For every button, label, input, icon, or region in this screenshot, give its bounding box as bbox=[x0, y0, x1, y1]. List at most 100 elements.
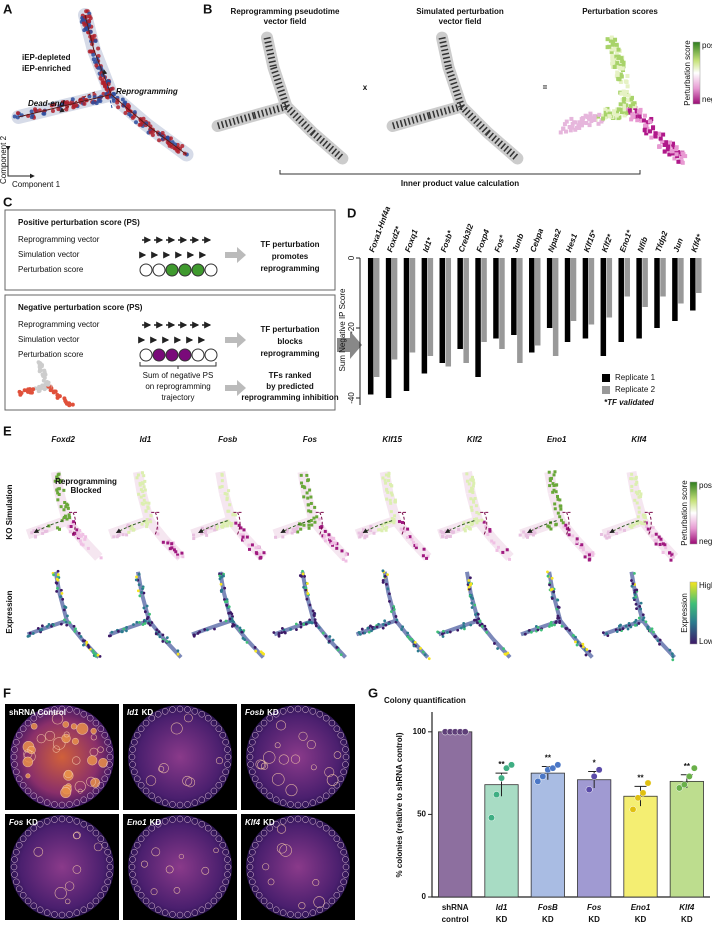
score-cell bbox=[220, 479, 224, 483]
score-cell bbox=[607, 44, 612, 49]
colony bbox=[255, 759, 266, 770]
vector-field bbox=[211, 31, 349, 165]
expr-dot bbox=[502, 647, 505, 651]
rim-colony bbox=[328, 719, 336, 727]
dashed-arrow bbox=[115, 520, 146, 534]
score-cell bbox=[380, 529, 384, 533]
panel-title: Simulated perturbation bbox=[416, 7, 504, 16]
score-cell bbox=[84, 535, 88, 539]
ps-circle bbox=[139, 263, 153, 277]
score-cell bbox=[66, 503, 70, 507]
rim-colony bbox=[176, 911, 184, 919]
gene-label: Klf4 bbox=[631, 435, 647, 444]
colorbar-label: Low bbox=[699, 637, 712, 646]
rim-colony bbox=[191, 818, 199, 825]
rim-colony bbox=[43, 708, 51, 715]
rim-colony bbox=[24, 719, 32, 727]
point bbox=[549, 764, 557, 772]
rim-colony bbox=[222, 738, 229, 746]
score-cell bbox=[634, 490, 638, 494]
cell-dot bbox=[12, 114, 17, 119]
score-cell bbox=[610, 56, 615, 61]
category-label: Jun bbox=[672, 237, 685, 254]
suffix: KD bbox=[267, 708, 279, 717]
rim-colony bbox=[251, 775, 259, 783]
rim-colony bbox=[97, 725, 105, 733]
score-cell bbox=[181, 555, 185, 559]
dashed-arrow bbox=[280, 520, 311, 534]
score-cell bbox=[477, 512, 481, 516]
score-cell bbox=[192, 537, 196, 541]
score-cell bbox=[241, 535, 245, 539]
expr-dot bbox=[548, 625, 551, 628]
point bbox=[585, 786, 593, 794]
point bbox=[675, 784, 683, 792]
bar bbox=[367, 258, 374, 395]
score-cell bbox=[637, 490, 641, 494]
score-cell bbox=[112, 535, 116, 539]
expr-dot bbox=[148, 612, 151, 616]
expr-dot bbox=[652, 630, 655, 634]
score-cell bbox=[624, 110, 629, 115]
score-cell bbox=[659, 537, 663, 541]
expr-dot bbox=[385, 582, 388, 586]
expr-dot bbox=[138, 620, 141, 624]
bar bbox=[481, 258, 487, 342]
score-cell bbox=[666, 144, 671, 149]
expr-dot bbox=[28, 631, 32, 635]
colony bbox=[173, 887, 181, 894]
score-cell bbox=[363, 534, 367, 538]
cell-dot bbox=[48, 388, 53, 393]
cell-dot bbox=[91, 52, 96, 57]
score-cell bbox=[422, 547, 426, 551]
bar bbox=[577, 779, 612, 898]
score-cell bbox=[552, 473, 556, 477]
cell-dot bbox=[42, 387, 47, 392]
score-cell bbox=[607, 535, 611, 539]
score-cell bbox=[302, 523, 306, 527]
score-cell bbox=[561, 126, 566, 131]
rim-colony bbox=[86, 792, 94, 800]
score-cell bbox=[661, 551, 665, 555]
result: promotes bbox=[272, 252, 309, 261]
score-cell bbox=[616, 76, 621, 81]
rim-colony bbox=[19, 725, 27, 733]
expr-dot bbox=[61, 597, 65, 601]
score-cell bbox=[99, 556, 103, 560]
score-cell bbox=[209, 526, 213, 530]
rim-colony bbox=[337, 775, 345, 783]
score-cell bbox=[358, 535, 362, 539]
expr-dot bbox=[96, 653, 100, 657]
score-cell bbox=[309, 518, 313, 522]
colony bbox=[51, 713, 64, 725]
cell-dot bbox=[101, 91, 106, 96]
cell-dot bbox=[15, 111, 20, 116]
score-cell bbox=[55, 488, 59, 492]
rim-colony bbox=[43, 909, 51, 916]
score-cell bbox=[635, 522, 639, 526]
rim-colony bbox=[279, 799, 287, 806]
rim-colony bbox=[309, 818, 317, 825]
expr-dot bbox=[460, 626, 463, 630]
legend-label: Replicate 1 bbox=[615, 373, 656, 382]
expr-dot bbox=[529, 630, 533, 634]
rim-colony bbox=[142, 829, 150, 837]
cell-dot bbox=[55, 392, 60, 397]
cell-dot bbox=[52, 102, 57, 107]
score-cell bbox=[192, 533, 196, 537]
rim-colony bbox=[198, 796, 206, 804]
score-cell bbox=[591, 551, 595, 555]
bar bbox=[672, 258, 678, 321]
cell-dot bbox=[38, 361, 43, 366]
colony bbox=[312, 879, 320, 887]
score-cell bbox=[641, 513, 645, 517]
rim-colony bbox=[19, 891, 27, 899]
bar bbox=[546, 258, 553, 328]
rim-colony bbox=[11, 871, 18, 878]
colony bbox=[150, 888, 158, 896]
score-cell bbox=[126, 523, 130, 527]
rim-colony bbox=[309, 799, 317, 806]
cell-dot bbox=[160, 131, 165, 136]
expr-dot bbox=[135, 575, 138, 579]
score-cell bbox=[588, 116, 593, 121]
